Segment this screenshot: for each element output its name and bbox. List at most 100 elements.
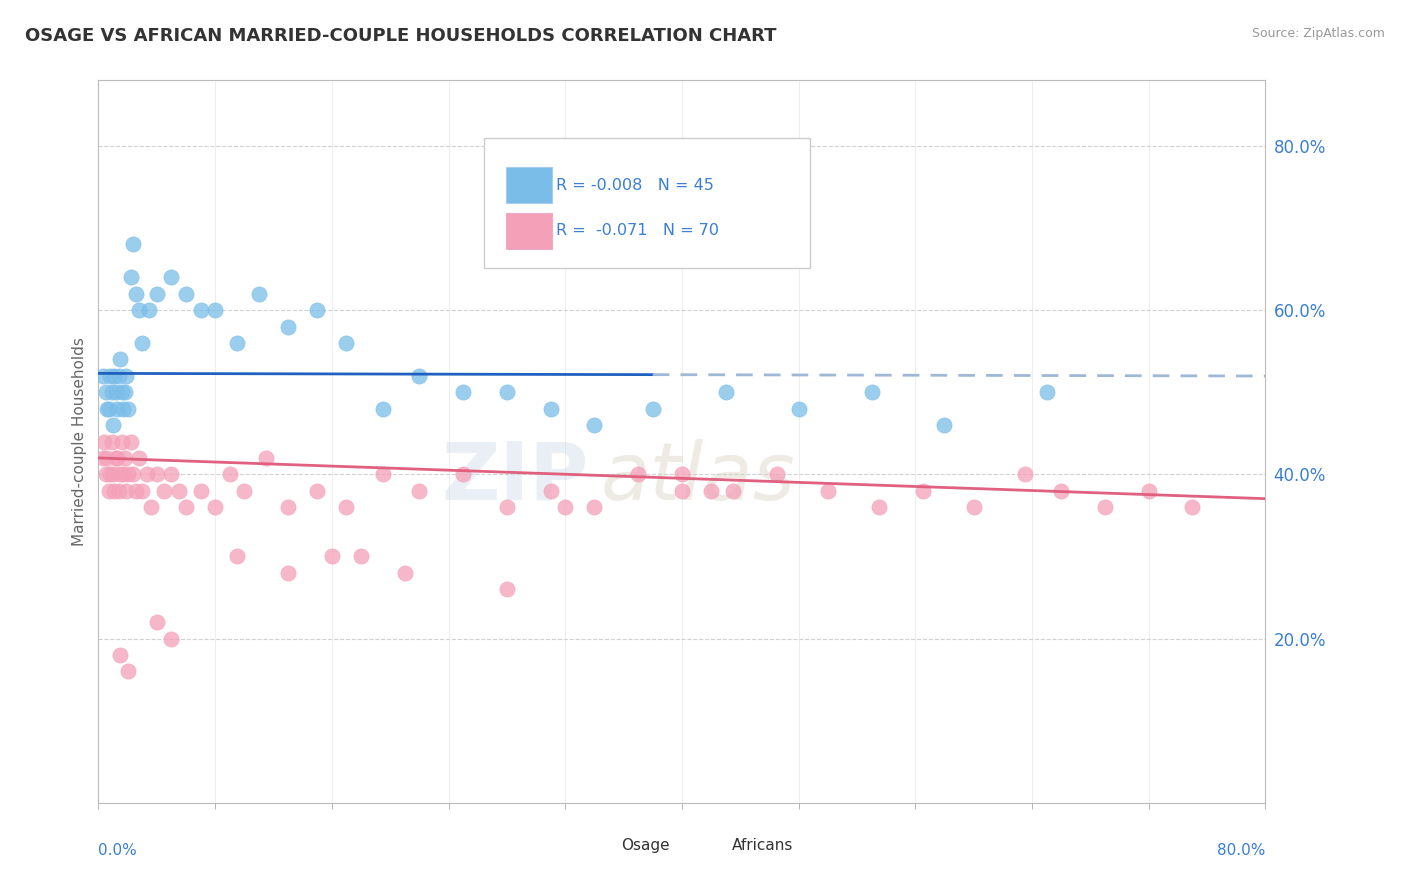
Point — [190, 303, 212, 318]
Point — [1035, 385, 1057, 400]
Point — [103, 483, 125, 498]
Point — [233, 483, 256, 498]
Point — [111, 385, 134, 400]
Point — [307, 483, 329, 498]
Point — [174, 500, 197, 515]
Point — [160, 467, 183, 482]
Point — [125, 483, 148, 498]
Point — [117, 665, 139, 679]
Point — [1137, 483, 1160, 498]
Point — [671, 467, 693, 482]
FancyBboxPatch shape — [586, 834, 617, 857]
Point — [160, 270, 183, 285]
Point — [96, 450, 118, 465]
Point — [496, 582, 519, 597]
Text: ZIP: ZIP — [441, 439, 589, 516]
Point — [105, 450, 128, 465]
Point — [100, 385, 122, 400]
FancyBboxPatch shape — [506, 212, 553, 249]
Point — [671, 483, 693, 498]
Point — [98, 368, 121, 383]
Point — [131, 336, 153, 351]
Point — [868, 500, 890, 515]
Point — [335, 336, 357, 351]
Point — [104, 450, 127, 465]
Text: R = -0.008   N = 45: R = -0.008 N = 45 — [555, 178, 714, 193]
Point — [496, 500, 519, 515]
Point — [103, 368, 125, 383]
Point — [115, 483, 138, 498]
Point — [167, 483, 190, 498]
Point — [128, 450, 150, 465]
Point — [190, 483, 212, 498]
Point — [108, 368, 131, 383]
Point — [122, 467, 145, 482]
Point — [110, 467, 132, 482]
Point — [138, 303, 160, 318]
Point — [93, 434, 115, 449]
Point — [787, 401, 810, 416]
Point — [721, 483, 744, 498]
Point — [111, 434, 134, 449]
Point — [540, 483, 562, 498]
Point — [115, 368, 138, 383]
Text: OSAGE VS AFRICAN MARRIED-COUPLE HOUSEHOLDS CORRELATION CHART: OSAGE VS AFRICAN MARRIED-COUPLE HOUSEHOL… — [25, 27, 776, 45]
Point — [174, 286, 197, 301]
Point — [108, 483, 131, 498]
Text: Africans: Africans — [733, 838, 793, 853]
Point — [101, 467, 124, 482]
Point — [817, 483, 839, 498]
Text: R =  -0.071   N = 70: R = -0.071 N = 70 — [555, 223, 718, 238]
FancyBboxPatch shape — [484, 138, 810, 268]
Point — [94, 467, 117, 482]
Point — [94, 385, 117, 400]
Text: Osage: Osage — [621, 838, 669, 853]
Point — [934, 418, 956, 433]
Point — [160, 632, 183, 646]
Point — [394, 566, 416, 580]
Point — [540, 401, 562, 416]
Text: 0.0%: 0.0% — [98, 843, 138, 857]
Point — [371, 401, 394, 416]
Point — [277, 566, 299, 580]
Point — [1181, 500, 1204, 515]
Point — [226, 549, 249, 564]
Point — [112, 467, 135, 482]
Point — [335, 500, 357, 515]
Point — [277, 500, 299, 515]
Point — [110, 352, 132, 367]
Point — [114, 385, 136, 400]
Point — [226, 336, 249, 351]
FancyBboxPatch shape — [506, 167, 553, 203]
Text: Source: ZipAtlas.com: Source: ZipAtlas.com — [1251, 27, 1385, 40]
Point — [91, 368, 114, 383]
FancyBboxPatch shape — [697, 834, 727, 857]
Point — [1014, 467, 1036, 482]
Point — [204, 303, 226, 318]
Point — [1094, 500, 1116, 515]
Point — [641, 401, 664, 416]
Point — [408, 368, 430, 383]
Point — [408, 483, 430, 498]
Point — [139, 500, 162, 515]
Point — [122, 237, 145, 252]
Point — [117, 467, 139, 482]
Point — [218, 467, 240, 482]
Point — [627, 467, 650, 482]
Text: 80.0%: 80.0% — [1218, 843, 1265, 857]
Point — [125, 286, 148, 301]
Point — [765, 467, 787, 482]
Point — [146, 467, 169, 482]
Point — [1050, 483, 1073, 498]
Point — [277, 319, 299, 334]
Point — [128, 303, 150, 318]
Point — [120, 270, 142, 285]
Point — [350, 549, 373, 564]
Point — [120, 434, 142, 449]
Point — [583, 500, 606, 515]
Point — [97, 401, 120, 416]
Point — [321, 549, 343, 564]
Point — [153, 483, 176, 498]
Text: atlas: atlas — [600, 439, 794, 516]
Point — [146, 615, 169, 630]
